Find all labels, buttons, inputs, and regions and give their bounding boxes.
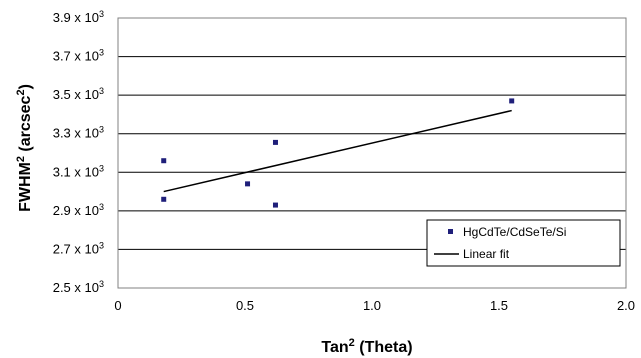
y-axis-tick-labels: 2.5 x 103 2.7 x 103 2.9 x 103 3.1 x 103 3.3 … <box>53 9 104 295</box>
x-axis-title: Tan2 (Theta) <box>321 337 412 356</box>
data-point-1 <box>161 196 167 202</box>
data-point-2 <box>245 181 251 187</box>
legend: HgCdTe/CdSeTe/Si Linear fit <box>426 219 621 267</box>
y-tick-label-1: 2.7 x 103 <box>53 240 104 256</box>
data-point-5 <box>509 98 515 104</box>
x-tick-label-3: 1.5 <box>490 298 508 313</box>
data-points-series <box>161 98 515 208</box>
x-axis-tick-labels: 0 0.5 1.0 1.5 2.0 <box>114 298 635 313</box>
linear-fit-line <box>163 109 512 193</box>
x-tick-label-2: 1.0 <box>363 298 381 313</box>
y-tick-label-7: 3.9 x 103 <box>53 9 104 25</box>
legend-label-scatter: HgCdTe/CdSeTe/Si <box>463 225 566 239</box>
legend-label-line: Linear fit <box>463 247 510 261</box>
plot-area-border <box>117 17 627 289</box>
y-tick-label-5: 3.5 x 103 <box>53 86 104 102</box>
x-tick-label-0: 0 <box>114 298 121 313</box>
y-tick-label-3: 3.1 x 103 <box>53 163 104 179</box>
linear-fit-series <box>163 109 512 193</box>
y-axis-title: FWHM2 (arcsec2) <box>15 84 34 212</box>
data-point-4 <box>272 202 278 208</box>
y-tick-label-0: 2.5 x 103 <box>53 279 104 295</box>
data-point-3 <box>272 139 278 145</box>
x-tick-label-1: 0.5 <box>236 298 254 313</box>
y-tick-label-4: 3.3 x 103 <box>53 125 104 141</box>
legend-marker-scatter <box>448 229 453 234</box>
x-tick-label-4: 2.0 <box>617 298 635 313</box>
data-point-0 <box>161 158 167 164</box>
legend-box <box>426 219 621 267</box>
y-tick-label-2: 2.9 x 103 <box>53 202 104 218</box>
y-tick-label-6: 3.7 x 103 <box>53 48 104 64</box>
